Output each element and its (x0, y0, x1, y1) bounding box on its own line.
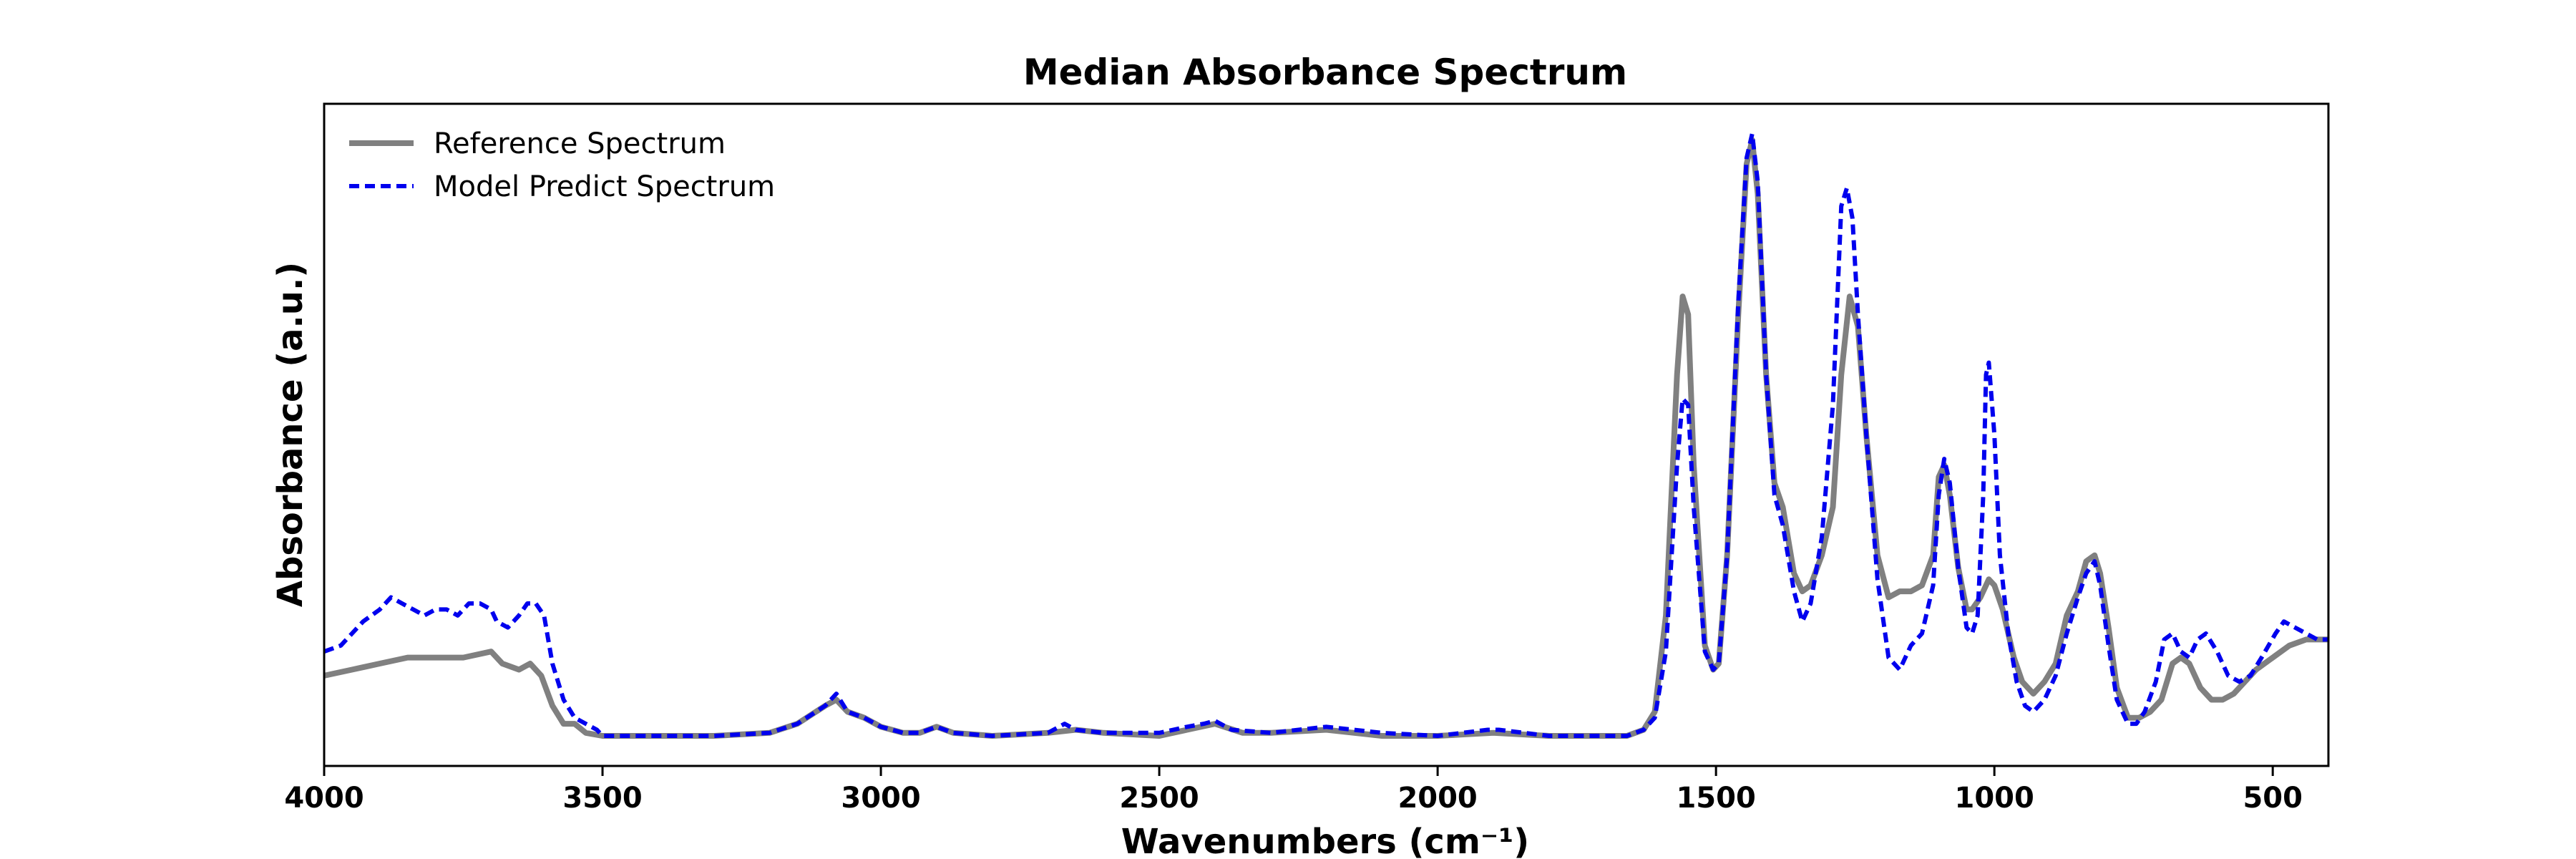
x-tick-label: 1500 (1676, 782, 1755, 815)
x-tick-label: 3500 (562, 782, 642, 815)
series-line-reference (323, 137, 2328, 739)
legend-label-model: Model Predict Spectrum (434, 170, 775, 203)
x-tick-label: 3000 (841, 782, 920, 815)
legend: Reference Spectrum Model Predict Spectru… (349, 127, 775, 203)
chart-title: Median Absorbance Spectrum (1023, 52, 1627, 93)
x-tick-label: 1000 (1955, 782, 2034, 815)
legend-label-reference: Reference Spectrum (434, 127, 726, 160)
plot-frame (323, 102, 2330, 767)
x-tick-label: 2500 (1119, 782, 1199, 815)
x-axis-ticks: 4000 3500 3000 2500 2000 1500 1000 500 (284, 766, 2303, 815)
series-line-model (323, 132, 2328, 738)
x-tick-label: 4000 (284, 782, 364, 815)
plot-lines (323, 132, 2328, 739)
x-tick-label: 2000 (1397, 782, 1477, 815)
x-axis-label: Wavenumbers (cm⁻¹) (1121, 822, 1529, 859)
x-tick-label: 500 (2243, 782, 2303, 815)
y-axis-label: Absorbance (a.u.) (270, 262, 311, 607)
